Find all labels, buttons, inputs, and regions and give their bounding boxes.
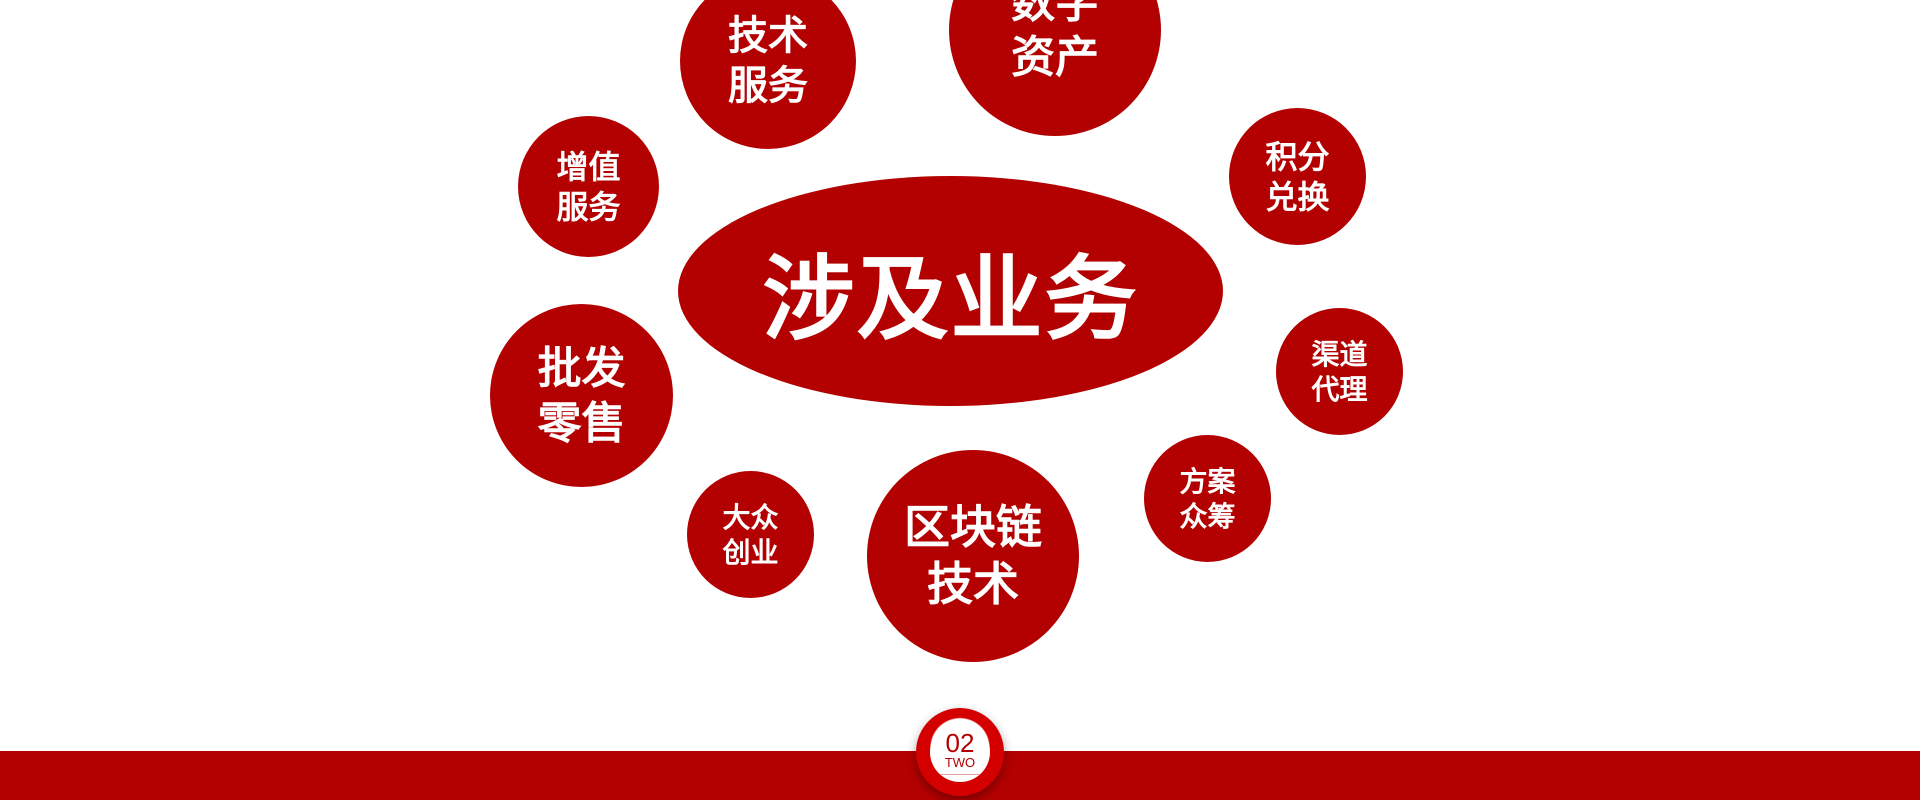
bubble-label: 渠道 代理 [1311, 337, 1368, 406]
bubble-plan-crowdfunding: 方案 众筹 [1144, 435, 1271, 562]
badge-number: 02 [945, 727, 975, 758]
bubble-channel-agent: 渠道 代理 [1276, 308, 1403, 435]
badge-inner: 02 TWO [930, 722, 990, 782]
badge-word: TWO [944, 754, 976, 770]
bubble-digital-assets: 数字 资产 [949, 0, 1161, 136]
bubble-label: 方案 众筹 [1179, 464, 1236, 533]
bubble-blockchain: 区块链 技术 [867, 450, 1079, 662]
badge-divider [940, 773, 980, 775]
bubble-mass-entrepreneurship: 大众 创业 [687, 471, 814, 598]
bubble-label: 技术 服务 [728, 13, 808, 109]
bubble-label: 批发 零售 [537, 342, 626, 449]
section-badge[interactable]: 02 TWO [916, 708, 1004, 796]
bubble-points-exchange: 积分 兑换 [1229, 108, 1366, 245]
bubble-technical-services: 技术 服务 [680, 0, 856, 149]
bubble-label: 积分 兑换 [1265, 137, 1330, 216]
bubble-label: 区块链 技术 [904, 499, 1042, 612]
bubble-label: 增值 服务 [556, 147, 621, 226]
bubble-value-added: 增值 服务 [518, 116, 659, 257]
center-ellipse: 涉及业务 [678, 176, 1223, 406]
bubble-label: 数字 资产 [1011, 0, 1099, 83]
center-title: 涉及业务 [762, 245, 1139, 353]
bubble-wholesale-retail: 批发 零售 [490, 304, 673, 487]
bubble-label: 大众 创业 [722, 500, 779, 569]
